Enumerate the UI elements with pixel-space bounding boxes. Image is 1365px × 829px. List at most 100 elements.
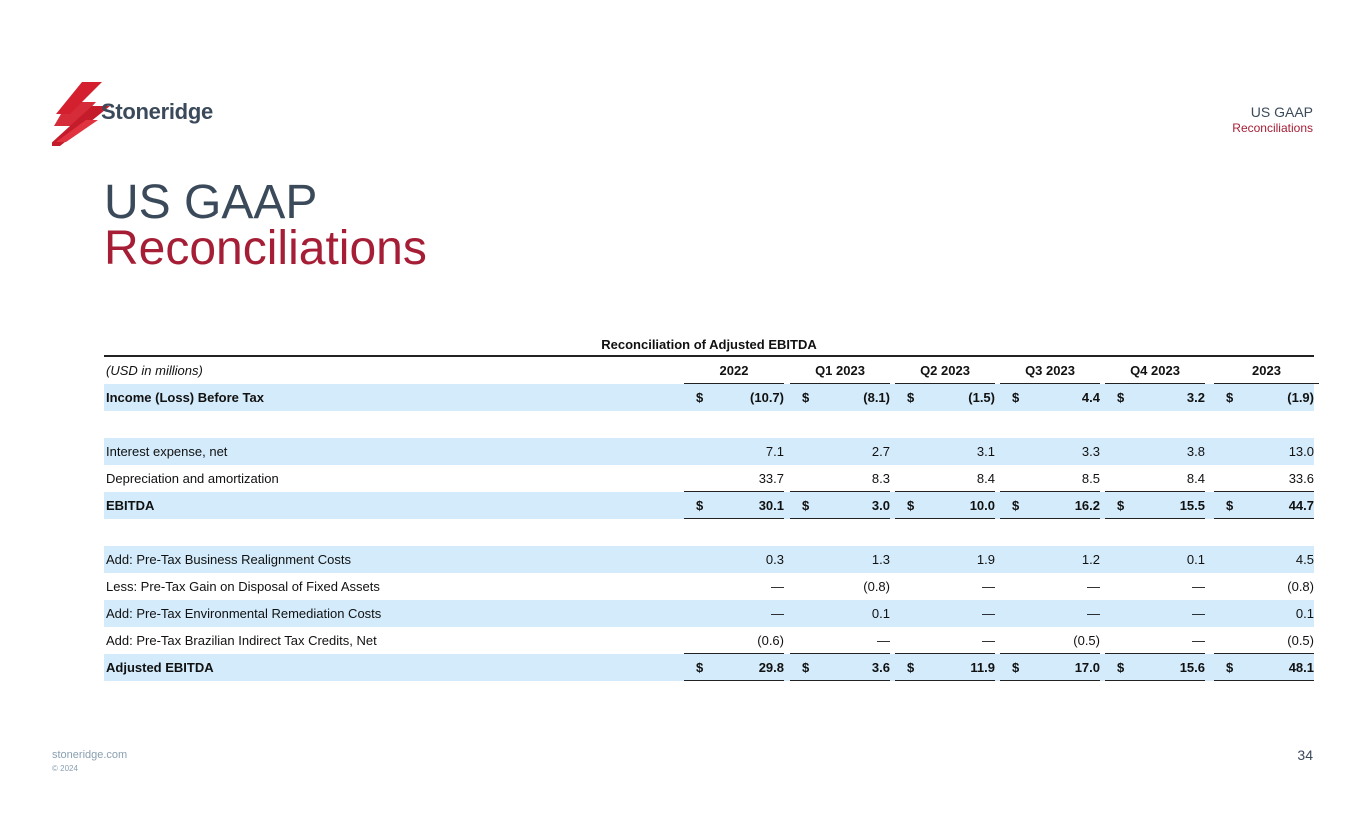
- dollar-sign: $: [802, 660, 810, 675]
- dollar-sign: $: [907, 660, 915, 675]
- table-cell: 8.4: [895, 465, 995, 492]
- table-cell: —: [1105, 627, 1205, 654]
- table-cell: [895, 519, 995, 546]
- table-cell: $29.8: [684, 654, 784, 681]
- cell-value: —: [982, 633, 995, 648]
- cell-value: 48.1: [1288, 660, 1314, 675]
- table-cell: 3.3: [1000, 438, 1100, 465]
- table-cell: (0.8): [790, 573, 890, 600]
- table-row: Less: Pre-Tax Gain on Disposal of Fixed …: [104, 573, 1314, 600]
- dollar-sign: $: [1117, 660, 1125, 675]
- table-row: Adjusted EBITDA $29.8 $3.6 $11.9 $17.0 $15.6 $…: [104, 654, 1314, 681]
- table-cell: $4.4: [1000, 384, 1100, 411]
- cell-value: 3.1: [976, 444, 995, 459]
- table-cell: [1000, 519, 1100, 546]
- cell-value: —: [1087, 579, 1100, 594]
- table-cell: —: [790, 627, 890, 654]
- table-row: Add: Pre-Tax Business Realignment Costs 0…: [104, 546, 1314, 573]
- cell-value: —: [1192, 633, 1205, 648]
- cell-value: 17.0: [1074, 660, 1100, 675]
- table-cell: 1.2: [1000, 546, 1100, 573]
- table-cell: 0.1: [1214, 600, 1314, 627]
- cell-value: 8.4: [1186, 471, 1205, 486]
- table-cell: [1105, 519, 1205, 546]
- table-cell: [790, 411, 890, 438]
- table-cell: —: [895, 600, 995, 627]
- row-label: Depreciation and amortization: [106, 471, 279, 486]
- dollar-sign: $: [1226, 390, 1234, 405]
- table-cell: —: [1000, 600, 1100, 627]
- dollar-sign: $: [907, 390, 915, 405]
- table-cell: 33.7: [684, 465, 784, 492]
- cell-value: —: [982, 579, 995, 594]
- row-label: Add: Pre-Tax Environmental Remediation C…: [106, 606, 382, 621]
- table-cell: $ (1.9): [1214, 384, 1314, 411]
- footer-copyright: © 2024: [52, 764, 78, 773]
- cell-value: (0.8): [1287, 579, 1314, 594]
- cell-value: 8.5: [1081, 471, 1100, 486]
- cell-value: 1.9: [976, 552, 995, 567]
- table-cell: [1214, 411, 1314, 438]
- cell-value: (0.6): [757, 633, 784, 648]
- stoneridge-logo: Stoneridge: [52, 80, 213, 150]
- table-cell: 7.1: [684, 438, 784, 465]
- table-cell: $30.1: [684, 492, 784, 519]
- table-cell: $15.5: [1105, 492, 1205, 519]
- cell-value: 4.5: [1295, 552, 1314, 567]
- cell-value: 0.1: [1295, 606, 1314, 621]
- dollar-sign: $: [1117, 390, 1125, 405]
- section-label: US GAAP: [1250, 104, 1313, 120]
- cell-value: 3.0: [871, 498, 890, 513]
- cell-value: 1.3: [871, 552, 890, 567]
- table-cell: —: [895, 627, 995, 654]
- table-cell: $11.9: [895, 654, 995, 681]
- table-cell: —: [1105, 600, 1205, 627]
- dollar-sign: $: [696, 660, 704, 675]
- dollar-sign: $: [696, 390, 704, 405]
- cell-value: 15.6: [1179, 660, 1205, 675]
- table-row: [104, 519, 1314, 546]
- page-number: 34: [1297, 747, 1313, 763]
- table-cell: [1105, 411, 1205, 438]
- cell-value: (8.1): [863, 390, 890, 405]
- row-label: Add: Pre-Tax Brazilian Indirect Tax Cred…: [106, 633, 377, 648]
- cell-value: (0.5): [1287, 633, 1314, 648]
- table-row: Interest expense, net 7.1 2.7 3.1 3.3 3.8 13.0: [104, 438, 1314, 465]
- table-row: [104, 411, 1314, 438]
- cell-value: 33.7: [758, 471, 784, 486]
- table-cell: 8.5: [1000, 465, 1100, 492]
- table-cell: [895, 411, 995, 438]
- table-cell: 0.1: [1105, 546, 1205, 573]
- row-label: Interest expense, net: [106, 444, 228, 459]
- table-row: Income (Loss) Before Tax $ (10.7) $ (8.1) $ (1…: [104, 384, 1314, 411]
- dollar-sign: $: [1117, 498, 1125, 513]
- cell-value: 4.4: [1081, 390, 1100, 405]
- cell-value: 3.8: [1186, 444, 1205, 459]
- cell-value: 30.1: [758, 498, 784, 513]
- cell-value: 29.8: [758, 660, 784, 675]
- table-cell: (0.5): [1000, 627, 1100, 654]
- table-cell: $ (10.7): [684, 384, 784, 411]
- subsection-label: Reconciliations: [1232, 121, 1313, 135]
- cell-value: 0.1: [1186, 552, 1205, 567]
- cell-value: —: [771, 579, 784, 594]
- dollar-sign: $: [696, 498, 704, 513]
- footer-link[interactable]: stoneridge.com: [52, 749, 128, 761]
- table-cell: 0.3: [684, 546, 784, 573]
- row-label: Add: Pre-Tax Business Realignment Costs: [106, 552, 351, 567]
- cell-value: 3.3: [1081, 444, 1100, 459]
- cell-value: (0.5): [1073, 633, 1100, 648]
- cell-value: 10.0: [969, 498, 995, 513]
- cell-value: (10.7): [750, 390, 784, 405]
- table-cell: 13.0: [1214, 438, 1314, 465]
- table-cell: [684, 411, 784, 438]
- table-cell: —: [1105, 573, 1205, 600]
- page-title-line1: US GAAP: [104, 176, 318, 229]
- cell-value: 0.3: [765, 552, 784, 567]
- column-header: Q4 2023: [1105, 357, 1205, 384]
- table-cell: —: [895, 573, 995, 600]
- table-cell: —: [684, 573, 784, 600]
- table-cell: (0.8): [1214, 573, 1314, 600]
- column-header: 2022: [684, 357, 784, 384]
- cell-value: 3.6: [871, 660, 890, 675]
